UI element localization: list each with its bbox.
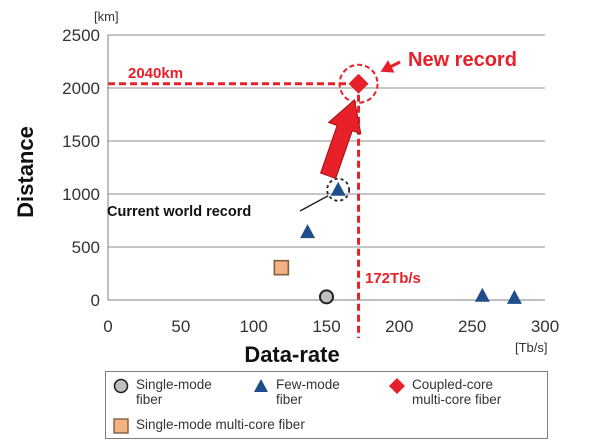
legend-label: fiber xyxy=(276,392,303,407)
y-tick-label: 2000 xyxy=(62,79,100,98)
legend-label: Single-mode multi-core fiber xyxy=(136,417,305,432)
point-single-mode xyxy=(319,289,334,305)
scatter-chart: New record Current world record 2040km 172T… xyxy=(13,9,559,367)
x-axis-unit: [Tb/s] xyxy=(515,340,548,355)
new-record-highlight xyxy=(338,63,379,104)
y-tick-label: 1000 xyxy=(62,185,100,204)
blue-triangle-icon xyxy=(254,379,268,392)
point-multi-core xyxy=(273,259,290,276)
x-axis-title: Data-rate xyxy=(244,342,339,367)
x-tick-label: 250 xyxy=(458,317,486,336)
legend-label: Few-mode xyxy=(276,377,340,392)
y-tick-label: 2500 xyxy=(62,26,100,45)
legend-item-single-mode: Single-mode fiber xyxy=(112,377,212,407)
data-points xyxy=(273,73,522,305)
point-few-mode xyxy=(474,287,490,302)
new-record-pointer-head xyxy=(380,60,395,73)
current-record-label: Current world record xyxy=(107,204,251,220)
y-tick-label: 500 xyxy=(72,238,100,257)
legend-item-coupled-core: Coupled-core multi-core fiber xyxy=(388,377,501,407)
y-tick-label: 1500 xyxy=(62,132,100,151)
tick-labels: 0 500 1000 1500 2000 2500 0 50 100 150 200 250 300 xyxy=(62,26,559,336)
point-coupled-core xyxy=(348,73,369,94)
current-record-highlight xyxy=(326,177,351,202)
gray-circle-icon xyxy=(113,378,129,394)
legend: Single-mode fiber Few-mode fiber Coupled… xyxy=(105,371,548,439)
point-few-mode xyxy=(506,289,522,304)
distance-value-label: 2040km xyxy=(128,65,183,82)
red-diamond-icon xyxy=(389,378,405,394)
point-few-mode xyxy=(330,181,346,196)
rate-value-label: 172Tb/s xyxy=(365,270,421,287)
x-tick-label: 0 xyxy=(103,317,112,336)
y-tick-label: 0 xyxy=(91,291,100,310)
current-record-leader xyxy=(299,195,329,212)
legend-item-few-mode: Few-mode fiber xyxy=(252,377,340,407)
legend-label: fiber xyxy=(136,392,163,407)
legend-item-multi-core: Single-mode multi-core fiber xyxy=(112,417,305,435)
grid-lines xyxy=(108,34,545,248)
reference-lines xyxy=(108,82,361,338)
record-arrow xyxy=(319,98,362,180)
y-axis-title: Distance xyxy=(13,126,38,218)
legend-label: Single-mode xyxy=(136,377,212,392)
x-tick-label: 50 xyxy=(171,317,190,336)
legend-label: Coupled-core xyxy=(412,377,494,392)
x-tick-label: 100 xyxy=(239,317,267,336)
new-record-label: New record xyxy=(408,49,517,71)
x-tick-label: 150 xyxy=(312,317,340,336)
x-tick-label: 300 xyxy=(531,317,559,336)
x-tick-label: 200 xyxy=(385,317,413,336)
legend-label: multi-core fiber xyxy=(412,392,502,407)
point-few-mode xyxy=(300,224,316,239)
orange-square-icon xyxy=(113,418,129,434)
annotations: New record Current world record 2040km 172T… xyxy=(107,49,517,287)
y-axis-unit: [km] xyxy=(94,9,119,24)
